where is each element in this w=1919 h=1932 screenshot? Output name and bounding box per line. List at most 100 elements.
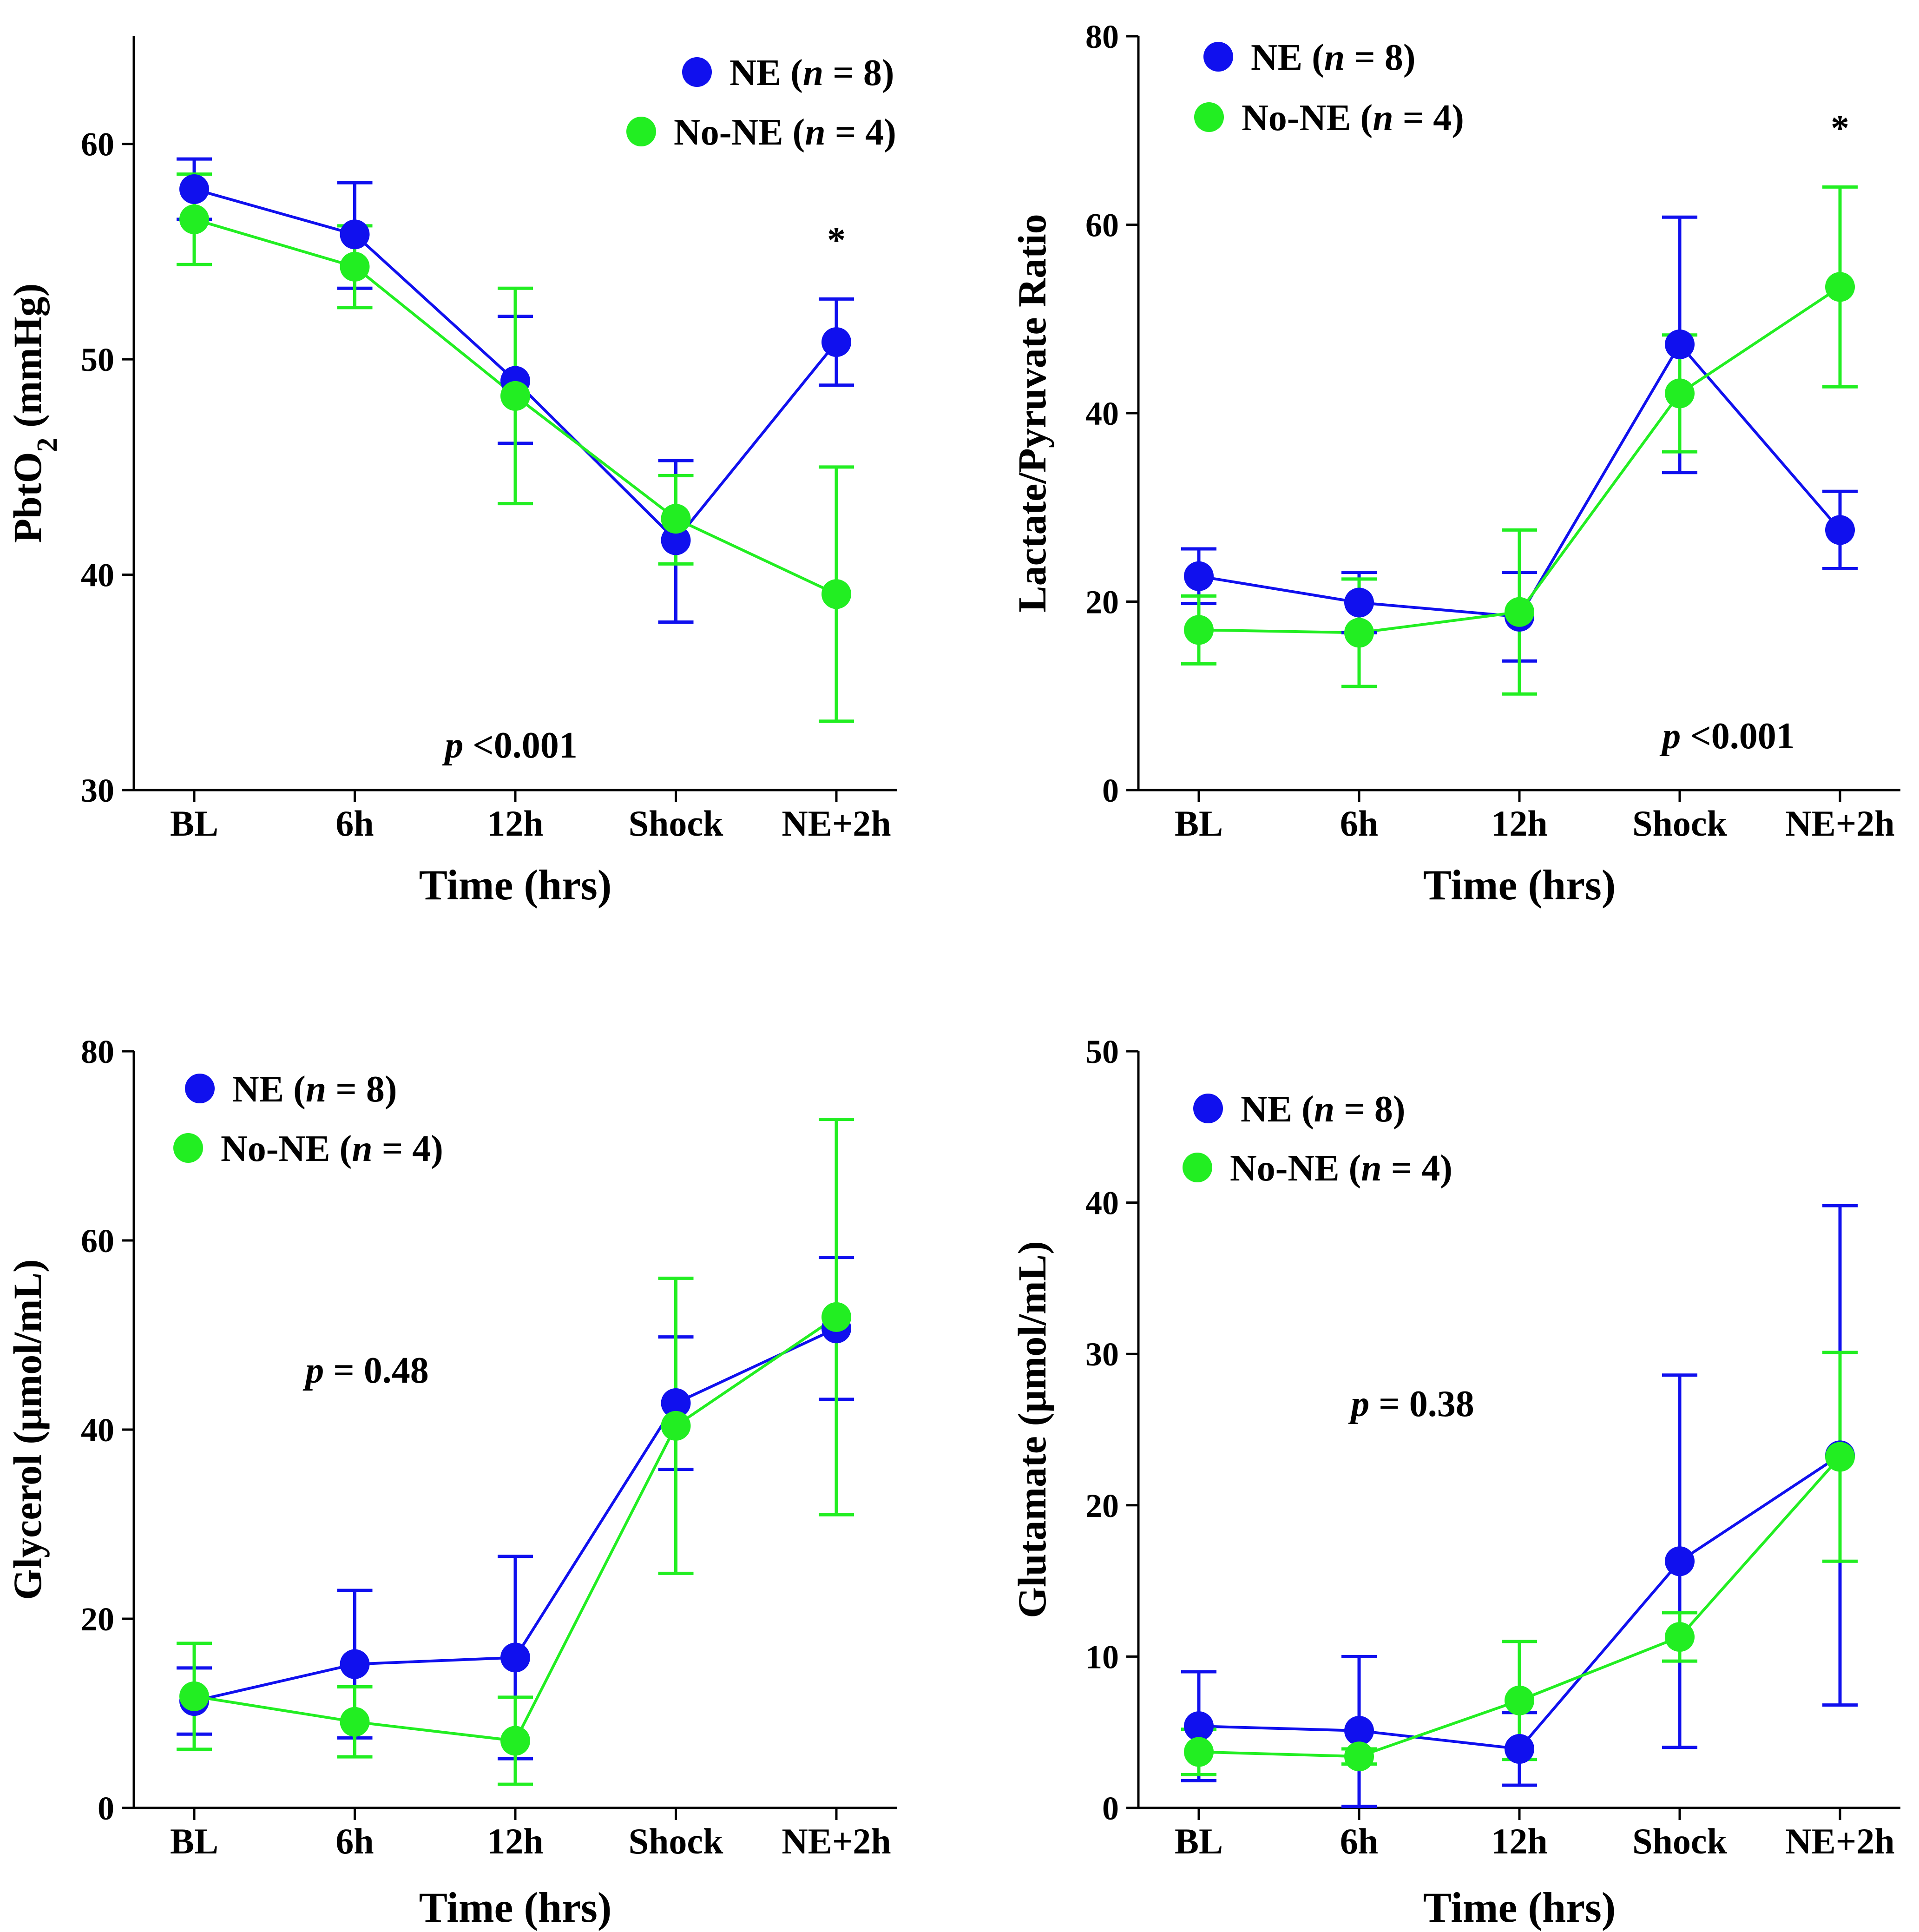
y-tick-label: 0 (98, 1790, 114, 1827)
x-tick-label: BL (170, 1821, 218, 1861)
data-point-ne (179, 174, 209, 204)
data-point-no-ne (661, 504, 691, 534)
y-tick-label: 20 (1085, 584, 1119, 621)
x-tick-label: 12h (487, 803, 543, 844)
legend-label-ne: NE (n = 8) (1241, 1089, 1406, 1130)
x-axis-title: Time (hrs) (419, 861, 612, 909)
data-point-no-ne (179, 204, 209, 234)
legend-marker-no-ne (1183, 1153, 1212, 1182)
y-tick-label: 40 (81, 1411, 114, 1449)
legend-marker-no-ne (173, 1133, 203, 1163)
y-tick-label: 20 (1085, 1487, 1119, 1524)
y-tick-label: 60 (1085, 207, 1119, 244)
x-tick-label: NE+2h (1785, 1821, 1894, 1861)
data-point-ne (1184, 561, 1214, 591)
y-tick-label: 10 (1085, 1638, 1119, 1675)
x-tick-label: NE+2h (782, 803, 891, 844)
data-point-no-ne (1825, 272, 1855, 302)
data-point-no-ne (1344, 618, 1374, 648)
data-point-ne (1344, 587, 1374, 618)
p-value: p = 0.48 (302, 1350, 429, 1391)
x-tick-label: 12h (487, 1821, 543, 1861)
y-tick-label: 60 (81, 126, 114, 163)
data-point-no-ne (500, 381, 530, 411)
y-axis-title: Glutamate (µmol/mL) (1010, 1241, 1054, 1618)
p-value: p = 0.38 (1348, 1384, 1474, 1424)
x-tick-label: BL (1175, 1821, 1223, 1861)
data-point-no-ne (1825, 1442, 1855, 1472)
data-point-no-ne (1665, 1622, 1695, 1652)
significance-marker: * (1831, 108, 1849, 149)
y-tick-label: 50 (1085, 1033, 1119, 1070)
legend-marker-ne (1203, 42, 1233, 72)
chart-panel-top-right: 0 20 40 60 80 BL 6h 12h Shock NE+2h Time (hrs) Lact… (1010, 18, 1900, 909)
data-point-no-ne (1505, 1685, 1534, 1715)
data-point-no-ne (179, 1681, 209, 1711)
legend-label-ne: NE (n = 8) (232, 1069, 397, 1110)
y-tick-label: 80 (81, 1033, 114, 1070)
data-point-no-ne (1505, 597, 1534, 627)
y-tick-label: 60 (81, 1222, 114, 1259)
x-tick-label: Shock (629, 1821, 723, 1861)
x-axis-title: Time (hrs) (419, 1884, 612, 1931)
x-tick-label: 6h (1340, 1821, 1378, 1861)
chart-panel-bottom-right: 0 10 20 30 40 50 BL 6h 12h Shock NE+2h Time (hrs) Gl… (1010, 1033, 1900, 1931)
p-value: p <0.001 (1659, 716, 1795, 757)
data-point-no-ne (821, 1302, 851, 1332)
x-tick-label: Shock (1632, 803, 1727, 844)
x-axis-title: Time (hrs) (1423, 861, 1616, 909)
significance-marker: * (827, 220, 846, 261)
y-axis-title: PbtO2 (mmHg) (5, 284, 63, 543)
data-point-no-ne (1344, 1741, 1374, 1772)
data-point-ne (1665, 1546, 1695, 1576)
y-tick-label: 80 (1085, 18, 1119, 55)
legend-marker-ne (682, 57, 712, 87)
data-point-no-ne (340, 251, 370, 282)
data-point-ne (661, 1388, 691, 1418)
legend-marker-no-ne (626, 117, 656, 146)
y-tick-label: 40 (1085, 1185, 1119, 1222)
x-tick-label: BL (1175, 803, 1223, 844)
x-tick-label: NE+2h (782, 1821, 891, 1861)
data-point-ne (821, 327, 851, 357)
x-tick-label: 12h (1491, 803, 1547, 844)
legend-label-no-ne: No-NE (n = 4) (674, 112, 896, 153)
data-point-ne (661, 525, 691, 555)
data-point-no-ne (500, 1726, 530, 1756)
x-tick-label: Shock (1632, 1821, 1727, 1861)
legend-label-ne: NE (n = 8) (729, 53, 894, 93)
y-tick-label: 0 (1102, 772, 1119, 809)
y-tick-label: 20 (81, 1601, 114, 1638)
x-tick-label: BL (170, 803, 218, 844)
x-tick-label: Shock (629, 803, 723, 844)
x-tick-label: 6h (335, 1821, 374, 1861)
data-point-no-ne (340, 1707, 370, 1737)
y-tick-label: 50 (81, 341, 114, 378)
data-point-ne (340, 219, 370, 250)
chart-panel-bottom-left: 0 20 40 60 80 BL 6h 12h Shock NE+2h Time (hrs) Glyc… (5, 1033, 897, 1931)
data-point-no-ne (1184, 615, 1214, 645)
data-point-no-ne (1665, 378, 1695, 409)
y-tick-label: 40 (1085, 395, 1119, 432)
legend-marker-ne (1193, 1094, 1223, 1123)
data-point-ne (1184, 1711, 1214, 1741)
x-tick-label: 12h (1491, 1821, 1547, 1861)
p-value: p <0.001 (442, 725, 578, 766)
data-point-ne (1825, 515, 1855, 545)
data-point-ne (1344, 1715, 1374, 1746)
x-tick-label: 6h (1340, 803, 1378, 844)
legend-marker-no-ne (1194, 102, 1224, 132)
y-tick-label: 40 (81, 557, 114, 594)
data-point-no-ne (1184, 1737, 1214, 1767)
data-point-ne (340, 1649, 370, 1679)
y-axis-title: Lactate/Pyruvate Ratio (1010, 214, 1054, 612)
data-point-ne (1505, 1734, 1534, 1764)
y-tick-label: 0 (1102, 1790, 1119, 1827)
legend-label-ne: NE (n = 8) (1251, 37, 1416, 78)
legend-marker-ne (185, 1074, 215, 1103)
data-point-no-ne (661, 1411, 691, 1441)
y-axis-title: Glycerol (µmol/mL) (5, 1259, 50, 1600)
y-tick-label: 30 (81, 772, 114, 809)
y-tick-label: 30 (1085, 1336, 1119, 1373)
